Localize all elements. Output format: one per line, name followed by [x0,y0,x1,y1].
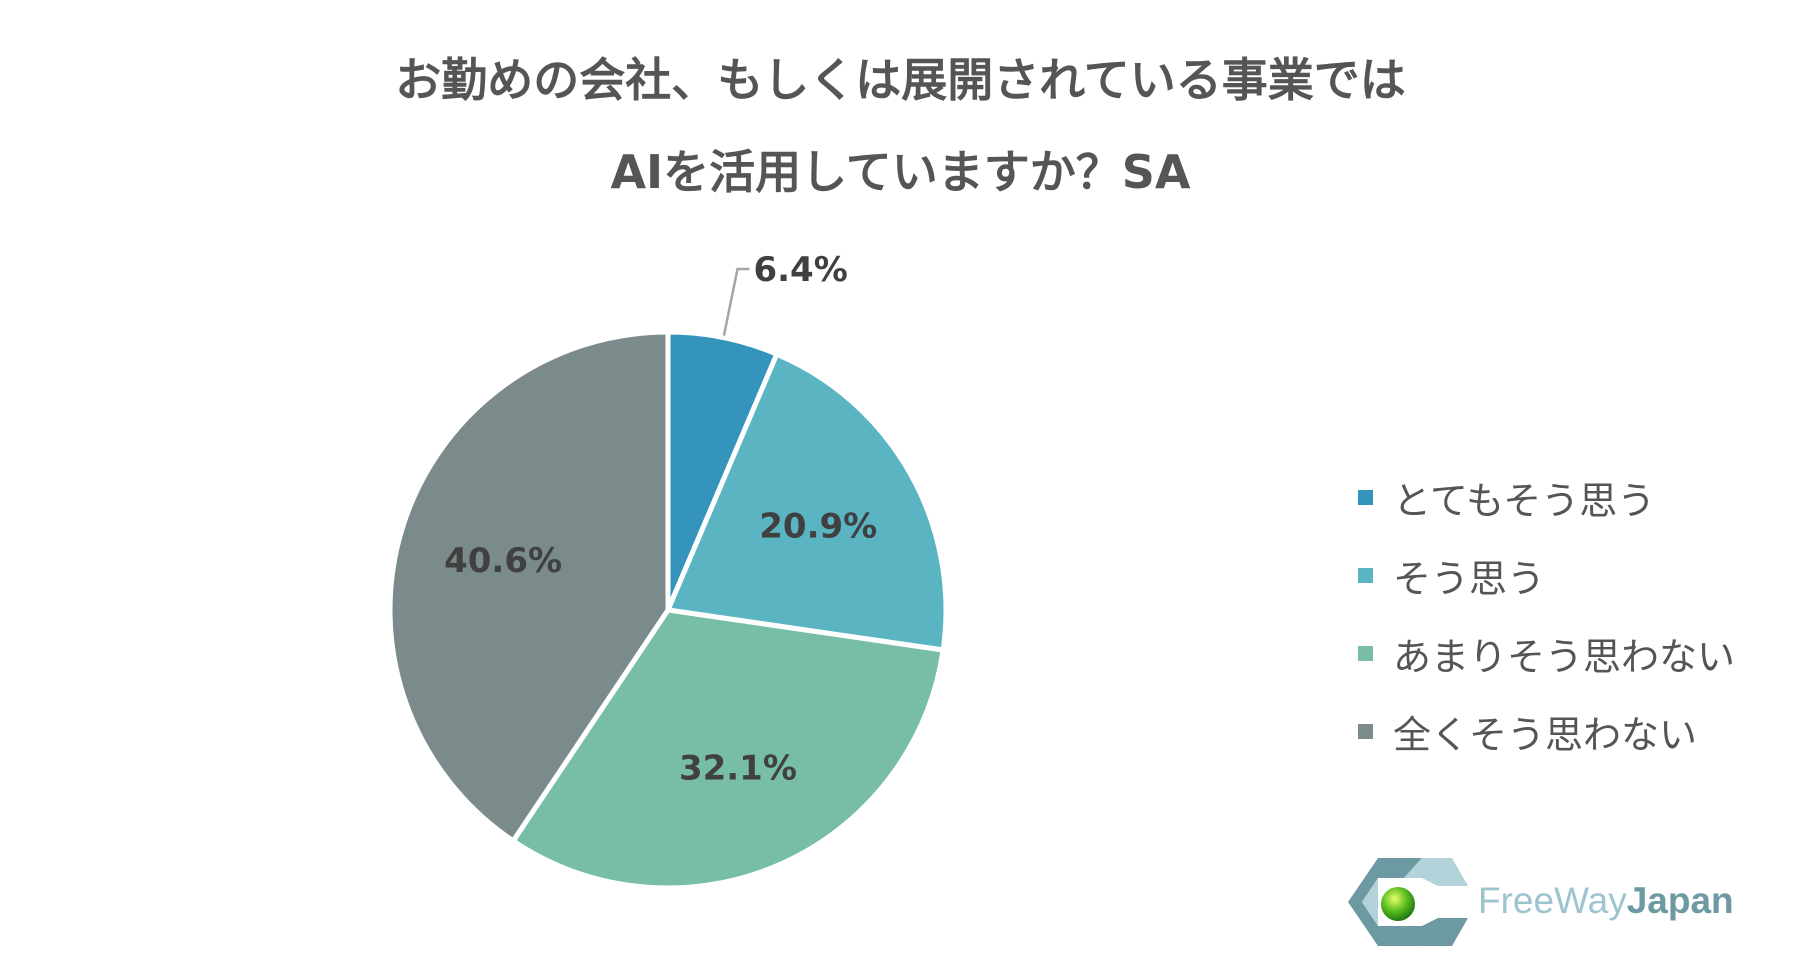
pie-slice-not-much [510,607,946,891]
legend-swatch-very-much [1358,489,1373,505]
legend-label-very-much: とてもそう思う [1393,478,1656,523]
data-label-very-much: 6.4% [753,250,847,290]
pie-slice-not-at-all [387,329,671,844]
legend-item-not-at-all: 全くそう思わない [1358,692,1735,770]
logo-text: FreeWayJapan [1478,880,1734,922]
chart-title-line-2: AIを活用していますか？SA [610,145,1191,199]
legend-swatch-not-at-all [1358,723,1373,739]
pie-slices [387,329,949,891]
pie-slice-somewhat [665,351,949,653]
legend-label-somewhat: そう思う [1393,556,1546,601]
chart-legend: とてもそう思う そう思う あまりそう思わない 全くそう思わない [1358,458,1735,770]
legend-label-not-much: あまりそう思わない [1393,634,1736,679]
pie-leader-lines [722,267,750,336]
logo-top-right-shape [1404,858,1468,886]
logo-center-light-shape [1362,878,1378,926]
data-label-not-at-all: 40.6% [444,541,562,581]
chart-title-line-1: お勤めの会社、もしくは展開されている事業では [395,53,1406,107]
legend-label-not-at-all: 全くそう思わない [1393,712,1698,757]
logo-sphere [1381,887,1415,921]
logo-text-freeway: FreeWay [1478,880,1627,921]
legend-item-somewhat: そう思う [1358,536,1735,614]
logo-text-japan: Japan [1626,880,1734,921]
logo-mark-icon [1348,858,1468,946]
data-label-not-much: 32.1% [679,749,797,789]
freewayjapan-logo: FreeWayJapan [1348,852,1748,952]
data-label-somewhat: 20.9% [759,507,877,547]
legend-item-not-much: あまりそう思わない [1358,614,1735,692]
pie-data-labels: 6.4% 20.9% 32.1% 40.6% [444,250,877,789]
logo-bottom-right-shape [1404,918,1468,946]
logo-left-shape [1348,858,1422,946]
legend-item-very-much: とてもそう思う [1358,458,1735,536]
legend-swatch-not-much [1358,645,1373,661]
leader-line-very-much [722,267,750,336]
legend-swatch-somewhat [1358,567,1373,583]
